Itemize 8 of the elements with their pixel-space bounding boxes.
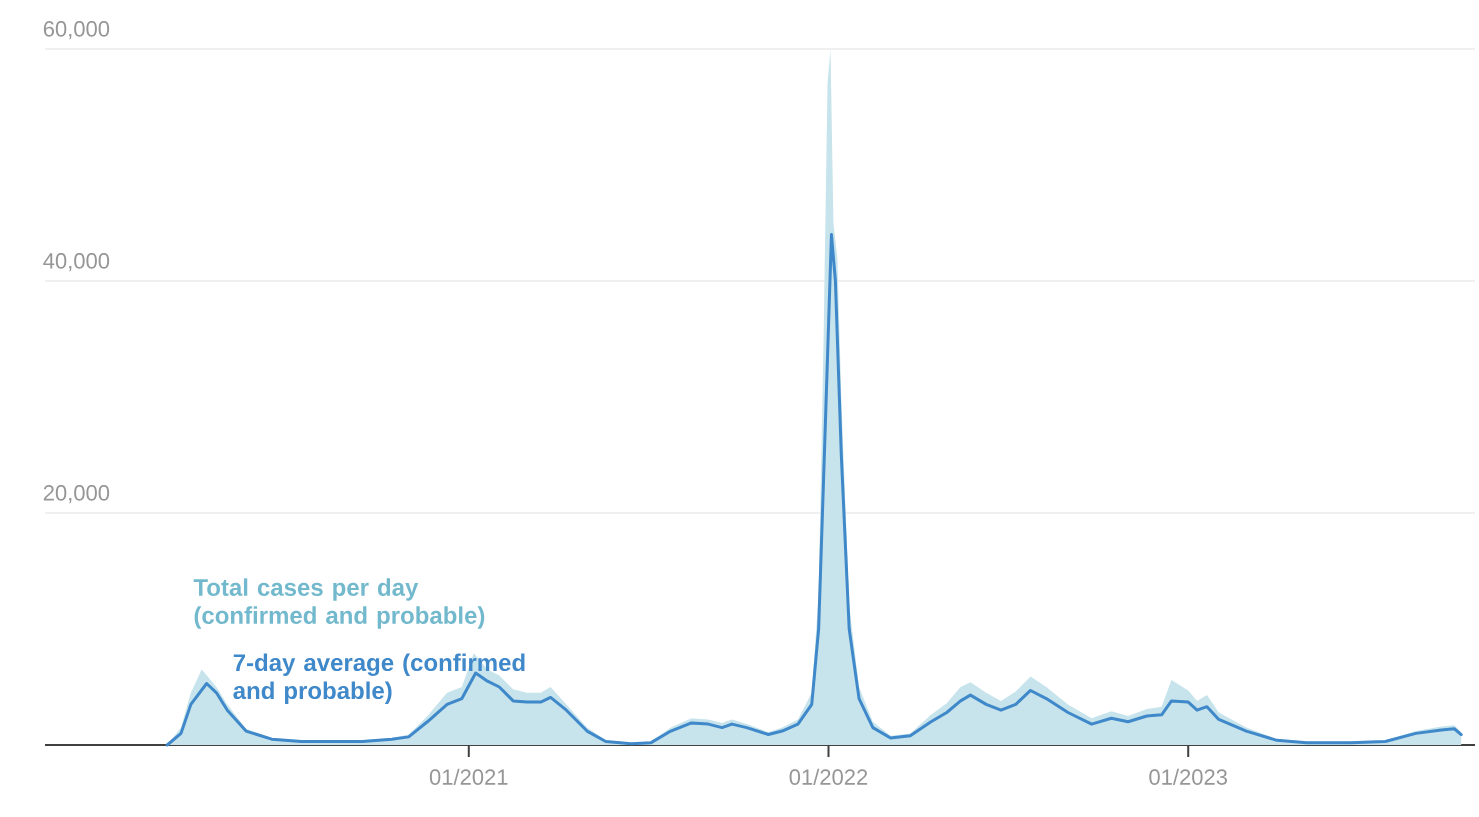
series-label: Total cases per day (confirmed and probable) xyxy=(193,578,485,629)
y-tick-label: 60,000 xyxy=(43,21,110,40)
x-tick-label: 01/2023 xyxy=(1149,768,1227,785)
x-tick-label: 01/2022 xyxy=(789,768,868,785)
y-tick-label: 40,000 xyxy=(43,253,110,272)
series-label: 7-day average (confirmed and probable) xyxy=(233,653,525,704)
x-tick-label: 01/2021 xyxy=(429,768,508,785)
y-tick-label: 20,000 xyxy=(43,485,110,504)
